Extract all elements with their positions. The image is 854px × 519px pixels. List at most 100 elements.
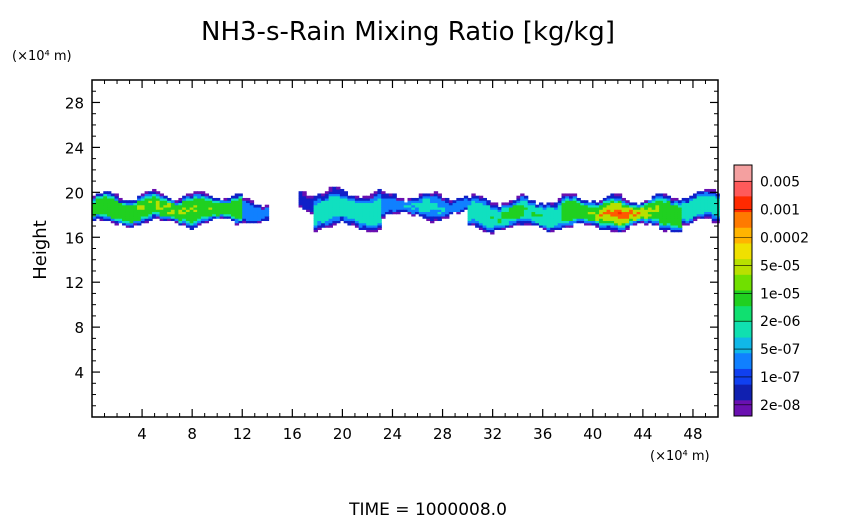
heatmap-cell bbox=[347, 195, 352, 199]
heatmap-cell bbox=[542, 215, 548, 219]
heatmap-cell bbox=[430, 213, 435, 217]
heatmap-cell bbox=[602, 202, 608, 206]
heatmap-cell bbox=[92, 195, 97, 199]
heatmap-cell bbox=[200, 211, 206, 215]
heatmap-cell bbox=[478, 206, 484, 210]
heatmap-cell bbox=[677, 227, 683, 231]
heatmap-cell bbox=[373, 191, 379, 195]
heatmap-cell bbox=[133, 222, 138, 226]
heatmap-cell bbox=[614, 224, 619, 228]
heatmap-cell bbox=[148, 195, 153, 199]
heatmap-cell bbox=[501, 227, 506, 231]
heatmap-cell bbox=[662, 218, 668, 222]
heatmap-cell bbox=[351, 220, 356, 224]
heatmap-cell bbox=[167, 213, 172, 217]
heatmap-cell bbox=[561, 197, 566, 201]
heatmap-cell bbox=[253, 213, 258, 217]
heatmap-cell bbox=[114, 193, 119, 197]
heatmap-cell bbox=[584, 215, 589, 219]
heatmap-cell bbox=[553, 204, 559, 208]
heatmap-cell bbox=[298, 193, 303, 197]
heatmap-cell bbox=[238, 218, 243, 222]
heatmap-cell bbox=[497, 224, 503, 228]
heatmap-cell bbox=[700, 204, 705, 208]
heatmap-cell bbox=[614, 209, 619, 213]
heatmap-cell bbox=[572, 211, 578, 215]
heatmap-cell bbox=[535, 218, 540, 222]
heatmap-cell bbox=[542, 209, 548, 213]
heatmap-cell bbox=[227, 202, 232, 206]
heatmap-cell bbox=[313, 213, 318, 217]
heatmap-cell bbox=[163, 209, 168, 213]
heatmap-cell bbox=[396, 202, 401, 206]
heatmap-cell bbox=[651, 202, 656, 206]
heatmap-cell bbox=[245, 200, 251, 204]
heatmap-cell bbox=[625, 218, 630, 222]
heatmap-cell bbox=[336, 206, 341, 210]
heatmap-cell bbox=[471, 202, 476, 206]
heatmap-cell bbox=[636, 215, 641, 219]
heatmap-cell bbox=[441, 215, 446, 219]
heatmap-cell bbox=[185, 224, 191, 228]
heatmap-cell bbox=[674, 206, 679, 210]
heatmap-cell bbox=[140, 211, 146, 215]
heatmap-cell bbox=[602, 222, 608, 226]
heatmap-cell bbox=[553, 222, 559, 226]
heatmap-cell bbox=[189, 220, 195, 224]
heatmap-cell bbox=[197, 220, 202, 224]
heatmap-cell bbox=[362, 227, 367, 231]
heatmap-cell bbox=[249, 218, 255, 222]
heatmap-cell bbox=[238, 209, 243, 213]
heatmap-cell bbox=[354, 200, 360, 204]
heatmap-cell bbox=[103, 204, 108, 208]
heatmap-cell bbox=[621, 197, 626, 201]
heatmap-cell bbox=[437, 211, 442, 215]
heatmap-cell bbox=[362, 213, 367, 217]
heatmap-cell bbox=[704, 188, 709, 192]
heatmap-cell bbox=[366, 204, 371, 208]
heatmap-cell bbox=[430, 220, 435, 224]
heatmap-cell bbox=[685, 204, 690, 208]
heatmap-cell bbox=[193, 200, 198, 204]
heatmap-cell bbox=[644, 218, 649, 222]
heatmap-cell bbox=[122, 211, 127, 215]
heatmap-cell bbox=[711, 202, 717, 206]
heatmap-cell bbox=[467, 197, 472, 201]
colorbar-band bbox=[734, 227, 752, 244]
heatmap-cell bbox=[155, 197, 161, 201]
heatmap-cell bbox=[516, 211, 521, 215]
heatmap-cell bbox=[189, 197, 195, 201]
heatmap-cell bbox=[129, 211, 134, 215]
heatmap-cell bbox=[189, 215, 195, 219]
heatmap-cell bbox=[144, 193, 149, 197]
heatmap-cell bbox=[242, 218, 247, 222]
heatmap-cell bbox=[189, 222, 195, 226]
heatmap-cell bbox=[122, 220, 127, 224]
heatmap-cell bbox=[339, 218, 345, 222]
heatmap-cell bbox=[433, 195, 439, 199]
heatmap-cell bbox=[599, 218, 604, 222]
heatmap-cell bbox=[475, 202, 480, 206]
heatmap-cell bbox=[399, 204, 405, 208]
heatmap-cell bbox=[505, 209, 510, 213]
heatmap-cell bbox=[182, 218, 187, 222]
heatmap-cell bbox=[520, 213, 525, 217]
heatmap-cell bbox=[324, 195, 330, 199]
heatmap-cell bbox=[617, 197, 623, 201]
heatmap-cell bbox=[561, 224, 566, 228]
heatmap-cell bbox=[553, 202, 559, 206]
heatmap-cell bbox=[662, 213, 668, 217]
heatmap-cell bbox=[249, 220, 255, 224]
heatmap-cell bbox=[704, 213, 709, 217]
heatmap-cell bbox=[336, 193, 341, 197]
heatmap-cell bbox=[666, 213, 672, 217]
heatmap-cell bbox=[651, 206, 656, 210]
heatmap-cell bbox=[711, 195, 717, 199]
heatmap-cell bbox=[377, 215, 382, 219]
heatmap-cell bbox=[366, 195, 371, 199]
heatmap-cell bbox=[467, 220, 472, 224]
heatmap-cell bbox=[692, 197, 698, 201]
heatmap-cell bbox=[403, 209, 409, 213]
heatmap-cell bbox=[418, 197, 424, 201]
y-tick-label: 20 bbox=[65, 184, 84, 202]
